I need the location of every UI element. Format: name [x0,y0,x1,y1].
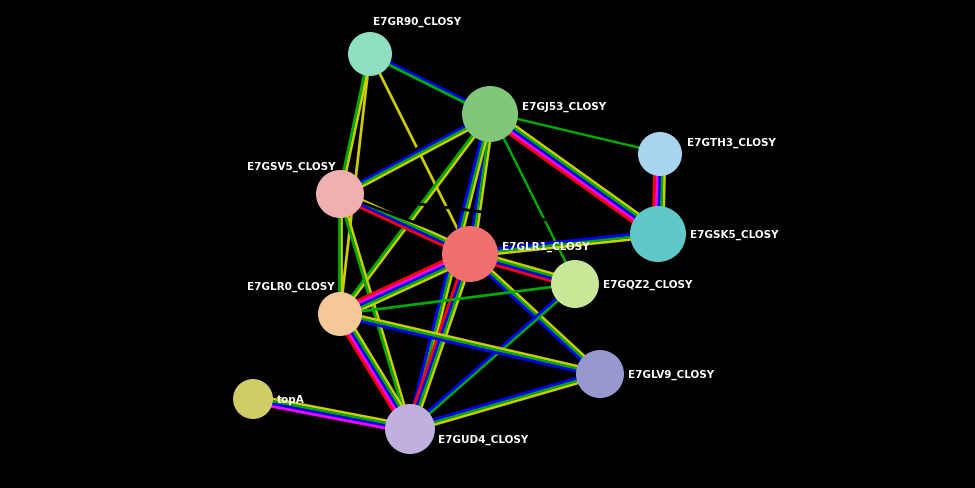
Text: E7GLV9_CLOSY: E7GLV9_CLOSY [628,369,714,379]
Circle shape [233,379,273,419]
Text: E7GSV5_CLOSY: E7GSV5_CLOSY [247,162,335,172]
Circle shape [630,206,686,263]
Circle shape [318,292,362,336]
Text: E7GLR1_CLOSY: E7GLR1_CLOSY [502,242,590,252]
Text: E7GJ53_CLOSY: E7GJ53_CLOSY [522,102,606,112]
Text: E7GTH3_CLOSY: E7GTH3_CLOSY [687,138,776,148]
Circle shape [551,261,599,308]
Text: E7GLR0_CLOSY: E7GLR0_CLOSY [248,281,335,291]
Text: topA: topA [277,394,305,404]
Circle shape [348,33,392,77]
Text: E7GSK5_CLOSY: E7GSK5_CLOSY [690,229,778,240]
Circle shape [316,171,364,219]
Circle shape [442,226,498,283]
Text: E7GR90_CLOSY: E7GR90_CLOSY [373,17,461,27]
Circle shape [576,350,624,398]
Text: E7GQZ2_CLOSY: E7GQZ2_CLOSY [603,279,692,289]
Circle shape [462,87,518,142]
Circle shape [638,133,682,177]
Circle shape [385,404,435,454]
Text: E7GUD4_CLOSY: E7GUD4_CLOSY [438,434,528,444]
